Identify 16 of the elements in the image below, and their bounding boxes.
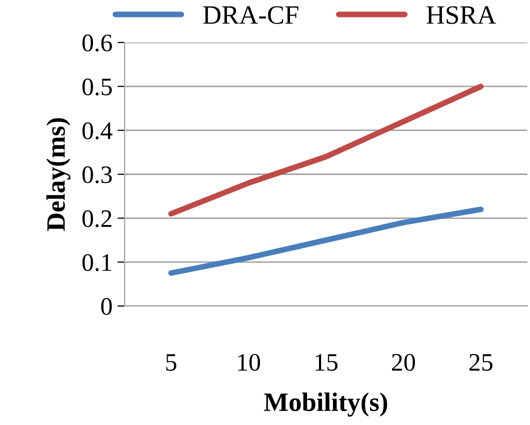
y-tick-label: 0.5 bbox=[82, 78, 112, 96]
legend-label: DRA-CF bbox=[203, 6, 298, 24]
y-tick-label: 0.4 bbox=[82, 122, 112, 140]
x-tick-label: 20 bbox=[392, 354, 415, 371]
y-tick-label: 0.6 bbox=[82, 34, 112, 52]
y-tick-label: 0.2 bbox=[82, 210, 112, 228]
x-tick-label: 5 bbox=[166, 354, 176, 371]
x-tick-label: 25 bbox=[469, 354, 492, 371]
y-tick-label: 0 bbox=[101, 298, 112, 315]
y-axis-title: Delay(ms) bbox=[46, 118, 70, 231]
legend-label: HSRA bbox=[426, 6, 496, 24]
x-tick-label: 10 bbox=[238, 354, 260, 371]
x-axis-title: Mobility(s) bbox=[264, 392, 388, 417]
y-tick-label: 0.3 bbox=[82, 166, 112, 184]
y-tick-label: 0.1 bbox=[82, 254, 112, 272]
x-tick-label: 15 bbox=[316, 354, 338, 371]
